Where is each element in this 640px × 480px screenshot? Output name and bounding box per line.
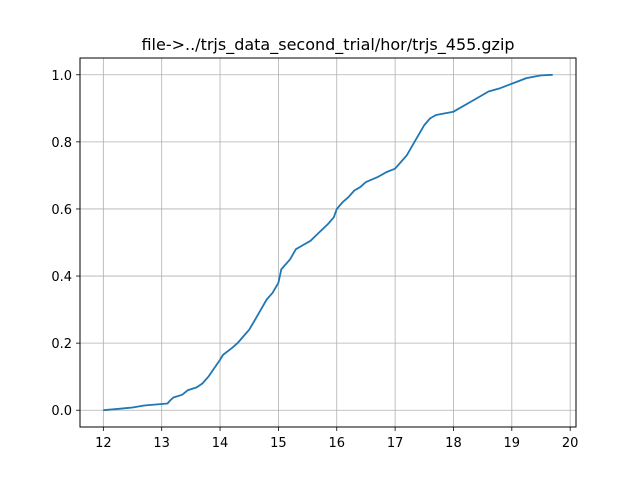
x-tick-label: 14	[212, 436, 229, 451]
series-line	[103, 73, 553, 412]
x-tick-label: 12	[95, 436, 112, 451]
x-tick-label: 18	[445, 436, 462, 451]
y-tick-label: 0.0	[51, 404, 72, 419]
x-tick-label: 20	[562, 436, 579, 451]
x-tick-label: 17	[387, 436, 404, 451]
y-tick-label: 0.6	[51, 203, 72, 218]
x-tick-label: 13	[153, 436, 170, 451]
y-tick-label: 0.2	[51, 337, 72, 352]
series-layer	[103, 73, 553, 412]
y-axis: 0.0 0.2 0.4 0.6 0.8 1.0	[51, 69, 80, 419]
x-tick-label: 16	[328, 436, 345, 451]
x-axis: 12 13 14 15 16 17 18 19 20	[95, 427, 578, 451]
x-tick-label: 15	[270, 436, 287, 451]
y-tick-label: 0.8	[51, 136, 72, 151]
grid	[80, 58, 576, 427]
y-tick-label: 1.0	[51, 69, 72, 84]
y-tick-label: 0.4	[51, 270, 72, 285]
plot-frame	[79, 57, 577, 428]
x-tick-label: 19	[504, 436, 521, 451]
chart-title: file->../trjs_data_second_trial/hor/trjs…	[141, 35, 514, 55]
